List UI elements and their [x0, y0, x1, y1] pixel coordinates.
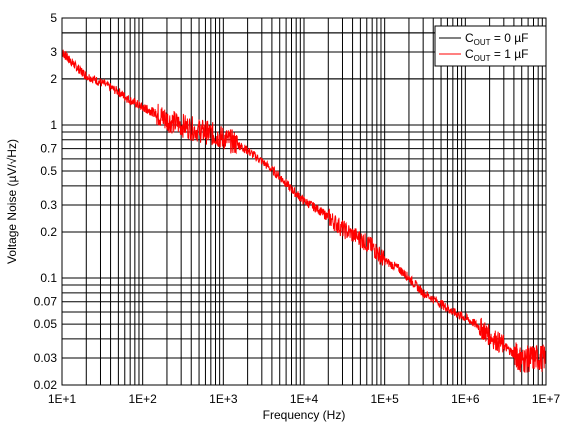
series-layer — [61, 49, 547, 373]
y-tick-label: 5 — [50, 11, 57, 25]
x-tick-label: 1E+5 — [370, 392, 399, 406]
x-tick-label: 1E+6 — [451, 392, 480, 406]
y-tick-label: 0.07 — [34, 295, 58, 309]
x-tick-labels: 1E+1 1E+2 1E+3 1E+4 1E+5 1E+6 1E+7 — [48, 392, 561, 406]
y-tick-label: 3 — [50, 45, 57, 59]
legend-entry-label: COUT = 1 µF — [465, 47, 529, 63]
y-tick-label: 0.05 — [34, 317, 58, 331]
y-tick-label: 0.5 — [40, 164, 57, 178]
x-tick-label: 1E+2 — [128, 392, 157, 406]
y-tick-label: 0.02 — [34, 378, 58, 392]
series-line-0 — [61, 49, 547, 373]
x-tick-label: 1E+4 — [290, 392, 319, 406]
x-tick-label: 1E+7 — [532, 392, 561, 406]
y-tick-label: 0.2 — [40, 225, 57, 239]
legend-box — [434, 25, 547, 67]
plot-frame — [61, 17, 547, 386]
y-tick-labels: 0.02 0.03 0.05 0.07 0.1 0.2 0.3 0.5 0.7 1 2 3 5 — [34, 11, 58, 392]
x-tick-label: 1E+3 — [209, 392, 238, 406]
x-tick-label: 1E+1 — [48, 392, 77, 406]
y-tick-label: 1 — [50, 118, 57, 132]
y-tick-label: 2 — [50, 72, 57, 86]
y-axis-label: Voltage Noise (µV/√Hz) — [5, 139, 19, 264]
y-tick-label: 0.1 — [40, 271, 57, 285]
grid-lines — [62, 18, 546, 385]
y-tick-label: 0.03 — [34, 351, 58, 365]
legend-entry-label: COUT = 0 µF — [465, 31, 529, 47]
y-tick-label: 0.7 — [40, 142, 57, 156]
x-axis-label: Frequency (Hz) — [263, 408, 346, 422]
y-tick-label: 0.3 — [40, 198, 57, 212]
